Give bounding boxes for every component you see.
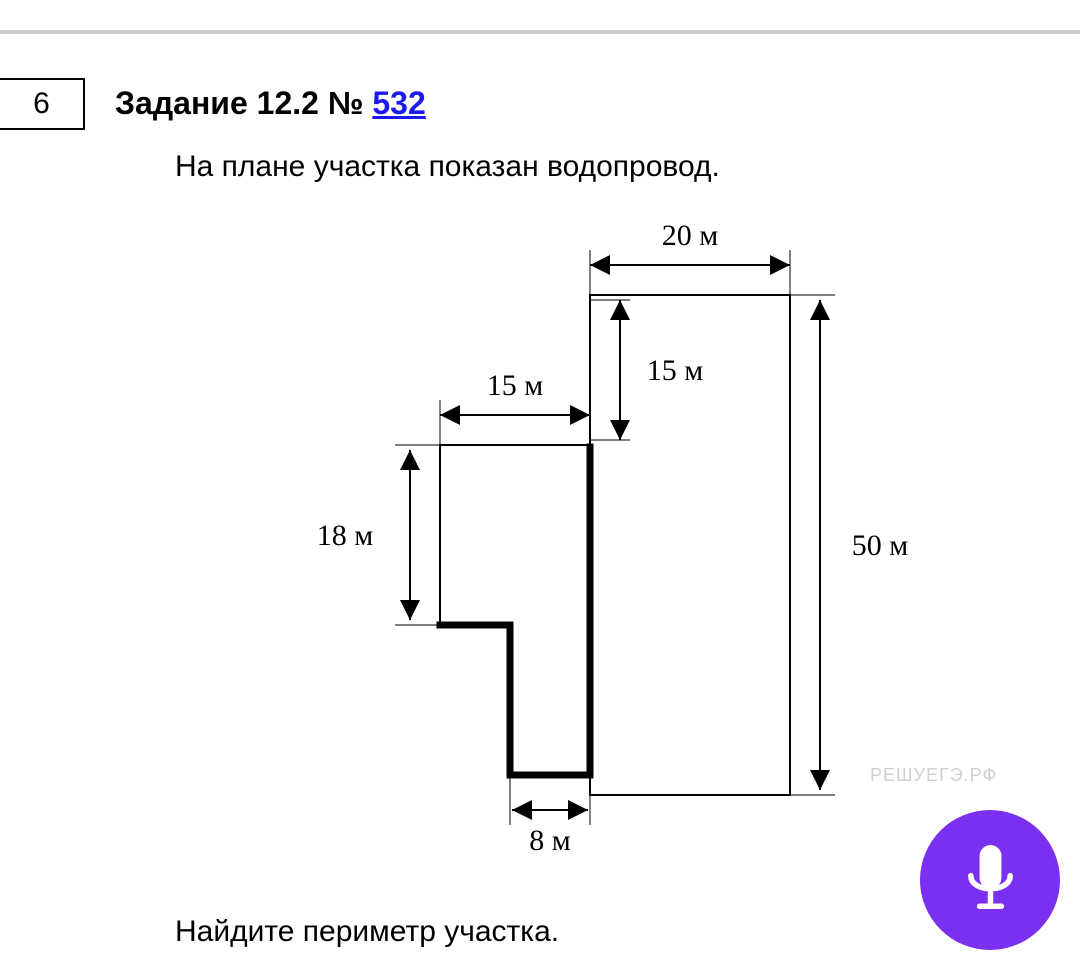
task-header: Задание 12.2 № 532 — [115, 85, 426, 122]
dim-label-notch-height: 15 м — [647, 354, 704, 387]
dim-label-notch-width: 15 м — [487, 369, 544, 402]
task-title-prefix: Задание 12.2 № — [115, 85, 372, 121]
mic-button[interactable] — [920, 810, 1060, 950]
dim-label-top: 20 м — [662, 219, 719, 252]
dim-label-left: 18 м — [317, 519, 374, 552]
mic-icon — [963, 845, 1018, 915]
task-number-box: 6 — [0, 78, 85, 130]
question-text: Найдите периметр участка. — [175, 915, 559, 949]
diagram: 20 м 15 м 15 м 18 м 50 м 8 м — [220, 215, 920, 855]
dim-label-bottom: 8 м — [529, 824, 571, 855]
task-description: На плане участка показан водопровод. — [175, 150, 720, 184]
dim-label-right: 50 м — [852, 529, 909, 562]
watermark: РЕШУЕГЭ.РФ — [870, 765, 997, 786]
top-divider — [0, 30, 1080, 34]
task-number: 6 — [33, 87, 50, 121]
water-pipe — [440, 447, 590, 775]
task-link[interactable]: 532 — [372, 85, 425, 121]
